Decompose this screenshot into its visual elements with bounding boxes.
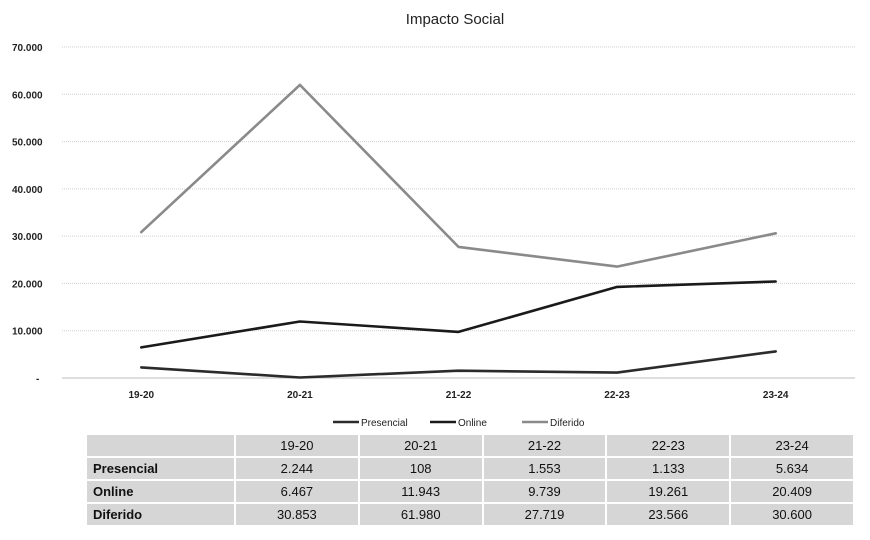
table-header-cell: 23-24 — [731, 435, 853, 456]
table-cell: 2.244 — [236, 458, 358, 479]
table-cell: 27.719 — [483, 504, 606, 525]
y-axis-ticks: - 10.000 20.000 30.000 40.000 50.000 60.000 70.… — [12, 43, 43, 385]
y-tick-label: 60.000 — [12, 90, 43, 101]
legend-item: Presencial — [333, 418, 408, 429]
table-cell: 5.634 — [731, 458, 853, 479]
x-tick-label: 19-20 — [129, 390, 155, 401]
table-cell: 19.261 — [607, 481, 730, 502]
table-cell: 30.853 — [236, 504, 358, 525]
table-header-cell: 21-22 — [483, 435, 606, 456]
row-label: Diferido — [87, 504, 234, 525]
y-tick-label: - — [36, 374, 39, 385]
y-tick-label: 30.000 — [12, 232, 43, 243]
row-label: Presencial — [87, 458, 234, 479]
table-cell: 108 — [359, 458, 482, 479]
table-row: Diferido 30.853 61.980 27.719 23.566 30.… — [87, 504, 853, 525]
row-label: Online — [87, 481, 234, 502]
x-tick-label: 23-24 — [763, 390, 789, 401]
table-cell: 61.980 — [359, 504, 482, 525]
table-cell: 6.467 — [236, 481, 358, 502]
y-tick-label: 70.000 — [12, 43, 43, 54]
x-axis-ticks: 19-20 20-21 21-22 22-23 23-24 — [129, 390, 789, 401]
table-row: Presencial 2.244 108 1.553 1.133 5.634 — [87, 458, 853, 479]
line-chart: Impacto Social - 10.000 20.000 30.000 40.000… — [12, 11, 855, 429]
y-tick-label: 50.000 — [12, 138, 43, 149]
legend: Presencial Online Diferido — [333, 418, 585, 429]
x-tick-label: 21-22 — [446, 390, 472, 401]
table-cell: 9.739 — [483, 481, 606, 502]
table-header-cell: 22-23 — [607, 435, 730, 456]
table-cell: 23.566 — [607, 504, 730, 525]
table-header-row: 19-20 20-21 21-22 22-23 23-24 — [87, 435, 853, 456]
gridlines — [62, 46, 855, 379]
series-lines — [140, 83, 778, 379]
series-line-presencial — [140, 350, 778, 379]
series-line-online — [140, 280, 778, 349]
y-tick-label: 40.000 — [12, 185, 43, 196]
table-header-cell: 19-20 — [236, 435, 358, 456]
table-cell: 11.943 — [359, 481, 482, 502]
table-row: Online 6.467 11.943 9.739 19.261 20.409 — [87, 481, 853, 502]
legend-item: Diferido — [522, 418, 585, 429]
y-tick-label: 10.000 — [12, 327, 43, 338]
x-tick-label: 22-23 — [604, 390, 630, 401]
table-cell: 1.553 — [483, 458, 606, 479]
data-table: 19-20 20-21 21-22 22-23 23-24 Presencial… — [85, 433, 855, 527]
table-cell: 20.409 — [731, 481, 853, 502]
table-corner-cell — [87, 435, 234, 456]
legend-item: Online — [430, 418, 487, 429]
legend-label: Diferido — [550, 418, 585, 429]
legend-label: Online — [458, 418, 487, 429]
y-tick-label: 20.000 — [12, 279, 43, 290]
table-header-cell: 20-21 — [359, 435, 482, 456]
table-cell: 30.600 — [731, 504, 853, 525]
chart-title: Impacto Social — [406, 11, 504, 28]
table-cell: 1.133 — [607, 458, 730, 479]
series-line-diferido — [140, 83, 778, 268]
legend-label: Presencial — [361, 418, 408, 429]
x-tick-label: 20-21 — [287, 390, 313, 401]
